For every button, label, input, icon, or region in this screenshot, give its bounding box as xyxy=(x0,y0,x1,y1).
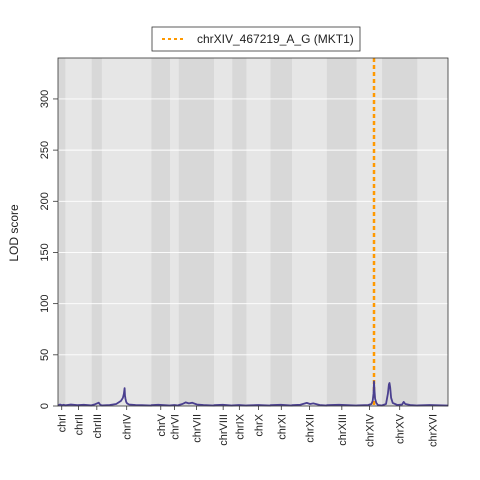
legend: chrXIV_467219_A_G (MKT1) xyxy=(151,26,361,52)
x-tick-label-chrVI: chrVI xyxy=(169,414,181,440)
band-chrII xyxy=(65,58,92,406)
x-tick-label-chrXII: chrXII xyxy=(304,414,316,443)
band-chrXI xyxy=(270,58,293,406)
x-tick-label-chrXIV: chrXIV xyxy=(364,413,376,447)
band-chrVII xyxy=(178,58,215,406)
x-axis: chrI chrII chrIII chrIV chrV chrVI chrVII chrVI… xyxy=(57,406,440,447)
x-tick-label-chrVIII: chrVIII xyxy=(218,414,230,446)
x-tick-label-chrII: chrII xyxy=(74,414,86,435)
band-chrXIII xyxy=(326,58,357,406)
y-tick-label-200: 200 xyxy=(39,192,51,210)
series-lines xyxy=(57,57,449,407)
x-tick-label-chrXV: chrXV xyxy=(395,413,407,444)
band-chrX xyxy=(246,58,271,406)
x-tick-label-chrI: chrI xyxy=(57,414,69,432)
x-tick-label-chrXIII: chrXIII xyxy=(337,414,349,446)
x-tick-label-chrXVI: chrXVI xyxy=(428,414,440,447)
y-axis: 0 50 100 150 200 250 300 xyxy=(39,90,58,409)
band-chrV xyxy=(151,58,171,406)
series-line-0 xyxy=(57,380,449,407)
chromosome-bands xyxy=(58,58,448,406)
band-chrXV xyxy=(382,58,418,406)
band-chrXVI xyxy=(417,58,448,406)
legend-label-0: chrXIV_467219_A_G (MKT1) xyxy=(197,32,354,46)
grid-lines xyxy=(58,98,448,356)
y-tick-label-100: 100 xyxy=(39,294,51,312)
band-chrIX xyxy=(232,58,247,406)
band-chrXII xyxy=(292,58,327,406)
x-tick-label-chrIX: chrIX xyxy=(234,413,246,439)
y-tick-label-50: 50 xyxy=(39,349,51,361)
x-tick-label-chrV: chrV xyxy=(156,413,168,436)
x-tick-label-chrIV: chrIV xyxy=(122,413,134,439)
y-tick-label-250: 250 xyxy=(39,141,51,159)
y-tick-label-0: 0 xyxy=(39,403,51,409)
y-tick-label-300: 300 xyxy=(39,90,51,108)
y-axis-label: LOD score xyxy=(7,204,21,262)
x-tick-label-chrVII: chrVII xyxy=(191,414,203,443)
band-chrI xyxy=(58,58,66,406)
x-tick-label-chrXI: chrXI xyxy=(276,414,288,440)
plot-border xyxy=(57,57,449,407)
band-chrXIV xyxy=(356,58,383,406)
legend-box xyxy=(151,26,361,52)
band-chrVI xyxy=(170,58,179,406)
x-tick-label-chrIII: chrIII xyxy=(92,414,104,438)
y-tick-label-150: 150 xyxy=(39,243,51,261)
band-chrVIII xyxy=(214,58,233,406)
x-tick-label-chrX: chrX xyxy=(253,413,265,436)
band-chrIII xyxy=(91,58,102,406)
band-chrIV xyxy=(101,58,152,406)
